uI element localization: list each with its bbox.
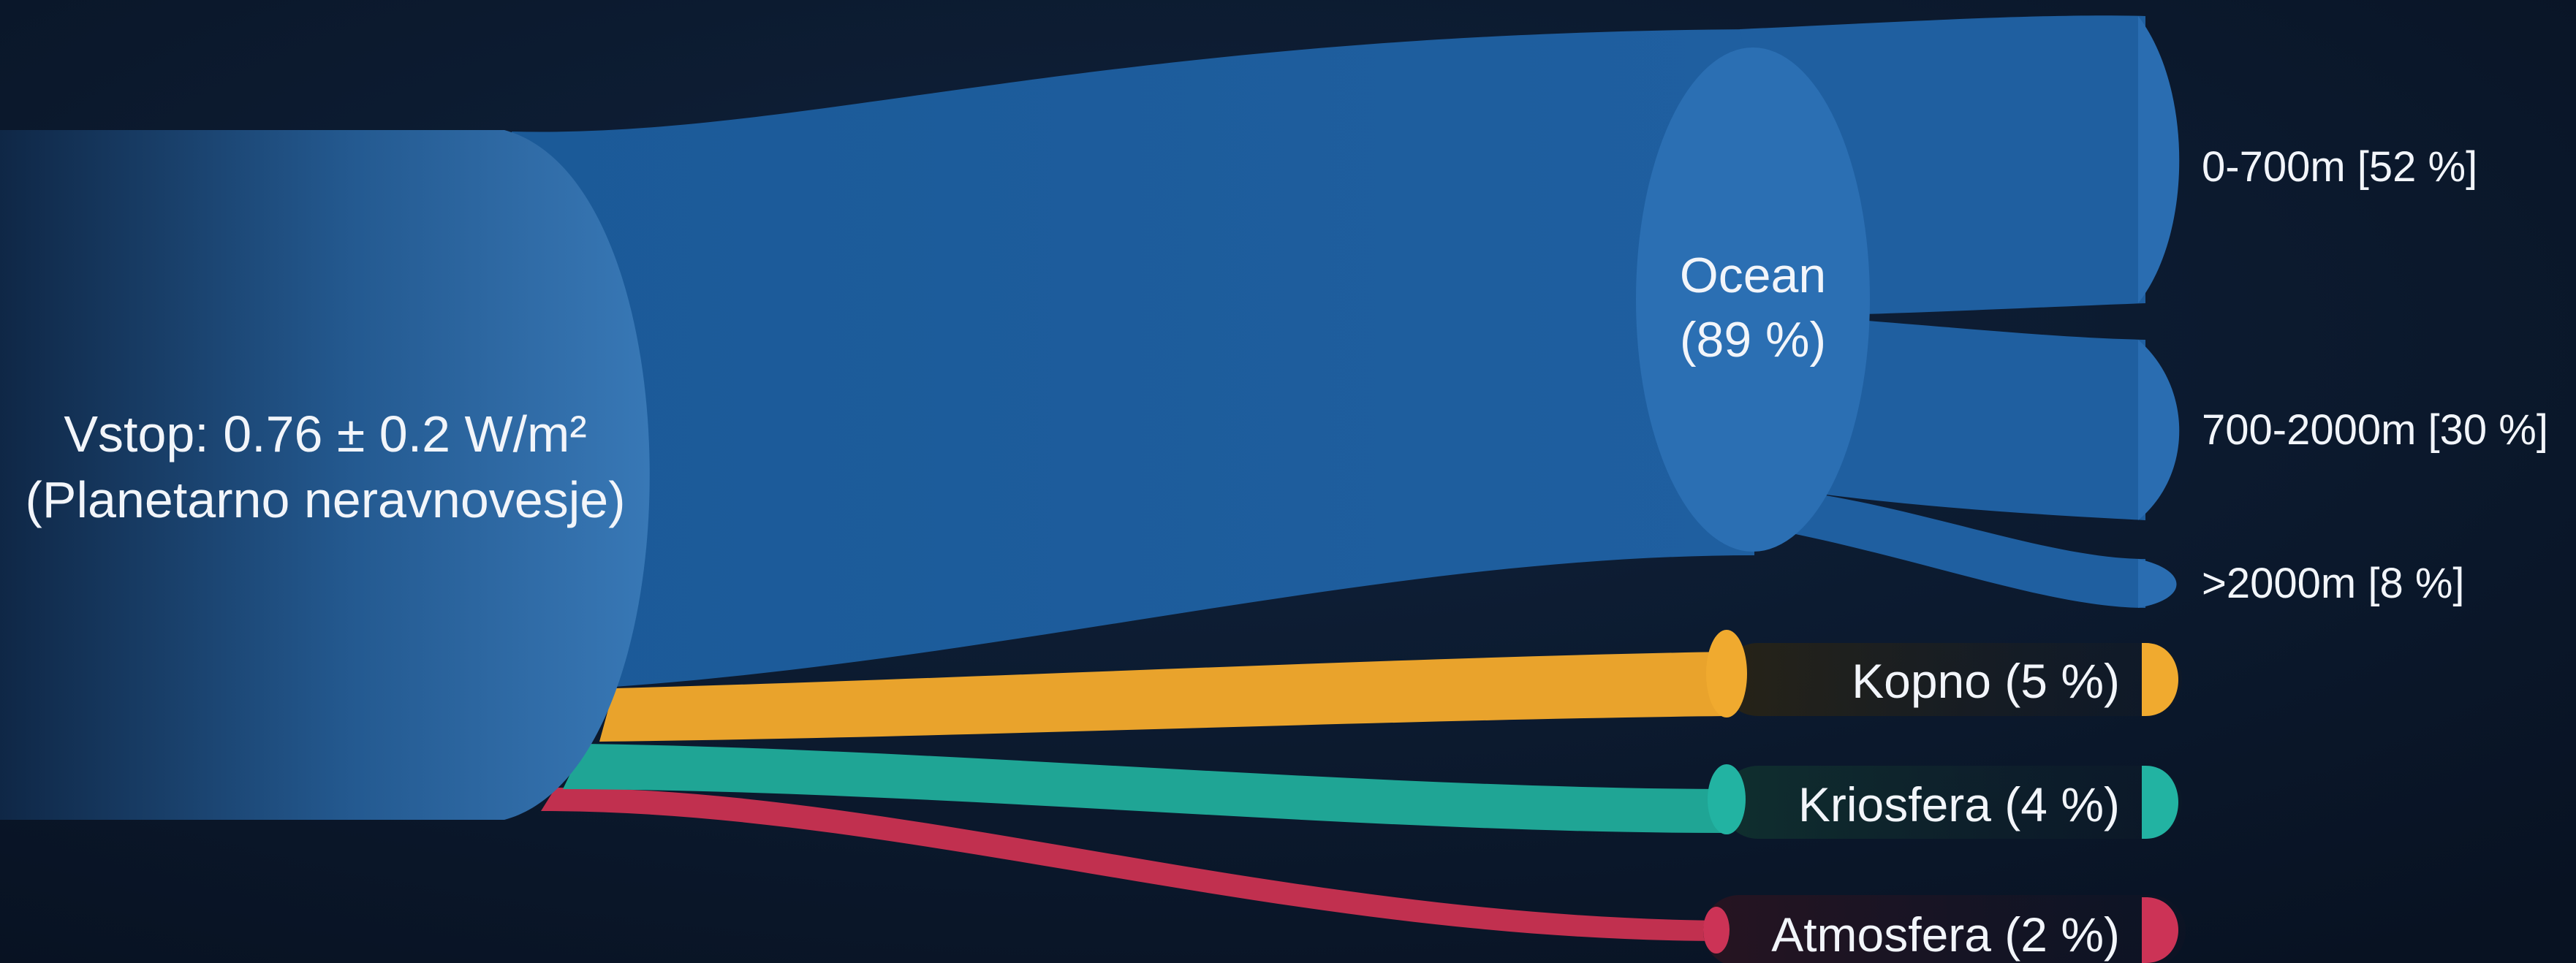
sink-bar-kopno [1721,643,2182,716]
source-label-line2: (Planetarno neravnovesje) [25,471,625,528]
ocean-label-line1: Ocean [1680,248,1826,303]
layer-label-0-700m: 0-700m [52 %] [2202,143,2477,191]
source-label-line1: Vstop: 0.76 ± 0.2 W/m² [64,406,586,463]
layer-label-700-2000m: 700-2000m [30 %] [2202,406,2548,454]
sink-bar-atmosfera [1703,895,2186,963]
flow-kopno [599,652,1725,742]
sink-label-kriosfera: Kriosfera (4 %) [1798,777,2120,831]
sink-label-kopno: Kopno (5 %) [1852,654,2120,708]
sink-cap-kriosfera [2142,766,2178,839]
layer-label-2000m: >2000m [8 %] [2202,560,2465,607]
flow-kriosfera [563,744,1725,833]
flow-layer-2000m [1754,488,2145,608]
layer-cap-0-700m [2138,16,2180,303]
sink-label-atmosfera: Atmosfera (2 %) [1771,907,2120,962]
flow-ocean [512,29,1754,687]
flow-layer-700-2000m [1776,316,2145,520]
ocean-label-line2: (89 %) [1680,312,1826,368]
sink-node-kopno [1706,630,1747,718]
sink-node-kriosfera [1708,764,1746,834]
flow-atmosfera [541,788,1725,941]
sink-node-atmosfera [1703,907,1730,954]
source-node [0,130,650,820]
sink-cap-atmosfera [2142,897,2178,963]
layer-cap-2000m [2138,559,2177,608]
layer-cap-700-2000m [2138,340,2180,520]
sink-bar-kriosfera [1721,766,2182,839]
sink-cap-kopno [2142,643,2178,716]
ocean-node [1636,47,1870,552]
